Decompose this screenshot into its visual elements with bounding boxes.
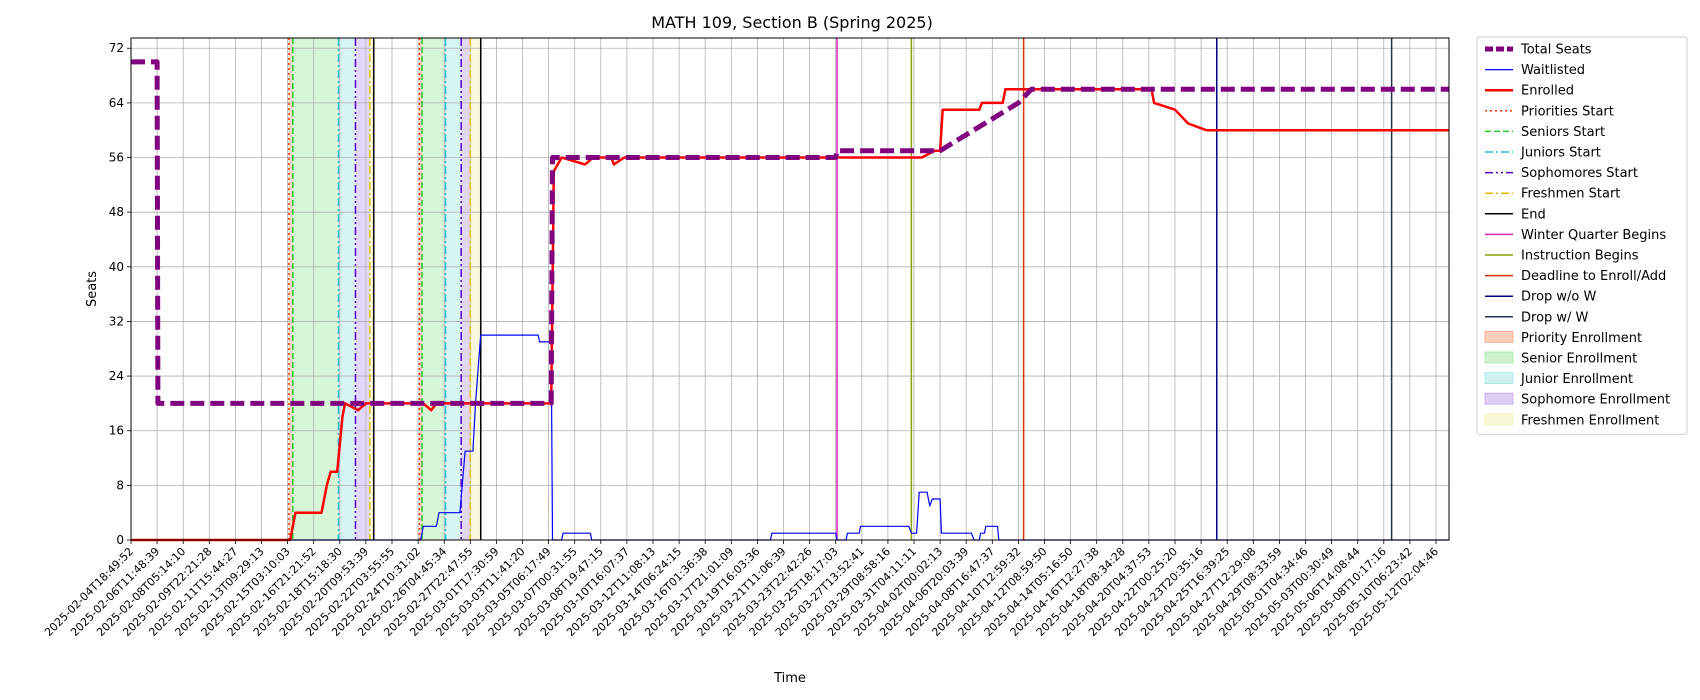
- legend-label: Sophomores Start: [1521, 166, 1638, 181]
- legend-swatch: [1484, 413, 1514, 426]
- legend-label: Priority Enrollment: [1521, 331, 1642, 346]
- enrollment-band: [470, 38, 481, 540]
- enrollment-band: [369, 38, 374, 540]
- legend-label: Drop w/ W: [1521, 310, 1589, 325]
- grid: [130, 38, 1449, 541]
- legend-label: Sophomore Enrollment: [1521, 393, 1670, 408]
- enrollment-band: [288, 38, 293, 540]
- y-tick-label: 48: [109, 205, 124, 219]
- legend-label: Junior Enrollment: [1520, 372, 1633, 387]
- legend-label: Freshmen Enrollment: [1521, 413, 1659, 428]
- enrollment-band: [419, 38, 423, 540]
- y-tick-label: 8: [116, 478, 124, 492]
- legend-swatch: [1484, 330, 1514, 343]
- enrollment-band: [461, 38, 471, 540]
- enrollment-bands: [288, 38, 481, 540]
- legend-swatch: [1484, 392, 1514, 405]
- y-tick-label: 32: [109, 314, 124, 328]
- legend-label: Enrolled: [1521, 84, 1574, 99]
- legend-label: End: [1521, 207, 1546, 222]
- legend-label: Instruction Begins: [1521, 249, 1639, 264]
- y-axis-label: Seats: [85, 271, 100, 307]
- legend: Total Seats Waitlisted Enrolled Priorities …: [1476, 36, 1688, 435]
- y-tick-label: 16: [109, 424, 124, 438]
- legend-label: Drop w/o W: [1521, 290, 1597, 305]
- legend-swatch: [1484, 372, 1514, 385]
- series-line: [131, 59, 1450, 406]
- enrollment-band: [355, 38, 370, 540]
- y-tick-label: 0: [116, 533, 124, 547]
- chart-title: MATH 109, Section B (Spring 2025): [651, 13, 933, 32]
- legend-box: [1476, 36, 1688, 435]
- legend-label: Priorities Start: [1521, 104, 1614, 119]
- y-tick-label: 64: [109, 96, 124, 110]
- legend-swatch: [1484, 351, 1514, 364]
- y-tick-label: 72: [109, 41, 124, 55]
- enrollment-band: [445, 38, 462, 540]
- legend-label: Total Seats: [1520, 43, 1592, 58]
- legend-label: Winter Quarter Begins: [1521, 228, 1666, 243]
- enrollment-band: [422, 38, 446, 540]
- legend-label: Seniors Start: [1521, 125, 1605, 140]
- y-tick-label: 40: [109, 260, 124, 274]
- enrollment-band: [338, 38, 356, 540]
- enrollment-band: [292, 38, 339, 540]
- legend-label: Waitlisted: [1521, 63, 1585, 78]
- x-axis: 2025-02-04T18:49:522025-02-06T11:48:3920…: [42, 540, 1441, 639]
- legend-label: Juniors Start: [1520, 146, 1601, 161]
- x-axis-label: Time: [773, 671, 806, 686]
- y-tick-label: 56: [109, 151, 124, 165]
- y-axis: 0 8 16 24 32 40 48 56 64 72: [109, 41, 131, 547]
- legend-label: Senior Enrollment: [1521, 352, 1637, 367]
- y-tick-label: 24: [109, 369, 124, 383]
- legend-label: Deadline to Enroll/Add: [1521, 269, 1666, 284]
- plot-frame: [130, 37, 1450, 541]
- legend-label: Freshmen Start: [1521, 187, 1620, 202]
